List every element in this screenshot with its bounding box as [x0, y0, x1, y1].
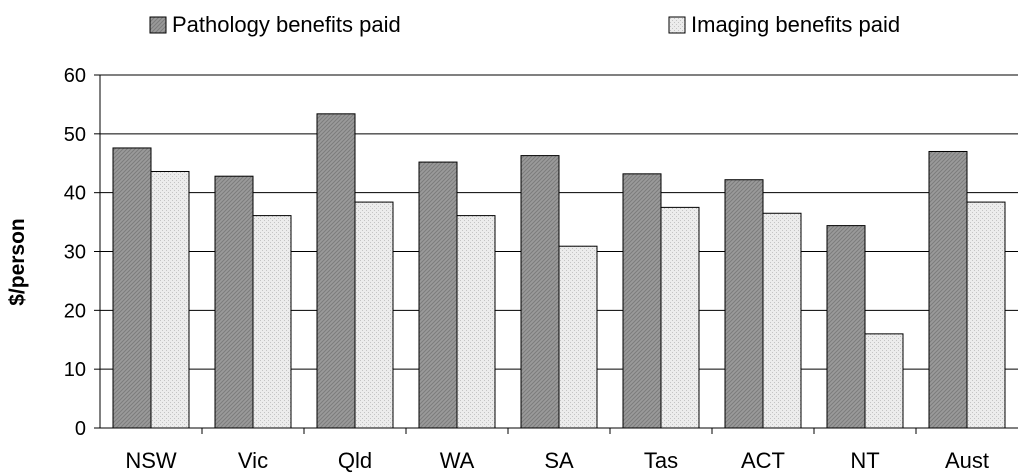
bar-imaging-sa — [558, 245, 598, 429]
y-tick-label: 0 — [75, 418, 86, 440]
y-tick-label: 30 — [64, 242, 86, 264]
bar-imaging-qld — [354, 201, 394, 429]
bar-pathology-act — [724, 179, 764, 429]
x-tick-labels: NSW Vic Qld WA SA Tas ACT NT Aust — [125, 448, 989, 473]
y-tick-label: 20 — [64, 300, 86, 322]
x-tick-label: Aust — [945, 448, 989, 473]
bar-imaging-nt — [864, 333, 904, 429]
bar-pathology-aust — [928, 150, 968, 429]
bar-pathology-tas — [622, 173, 662, 429]
y-tick-labels: 0 10 20 30 40 50 60 — [64, 65, 86, 440]
legend-swatch — [668, 16, 686, 34]
x-tick-label: Qld — [338, 448, 372, 473]
y-tick-label: 60 — [64, 65, 86, 87]
bar-pathology-vic — [214, 175, 254, 429]
legend-label: Pathology benefits paid — [172, 12, 401, 37]
x-tick-label: WA — [440, 448, 475, 473]
x-tick-label: Tas — [644, 448, 678, 473]
legend-swatch — [149, 16, 167, 34]
axes — [94, 74, 1018, 434]
bar-imaging-nsw — [150, 170, 190, 429]
x-tick-label: SA — [544, 448, 574, 473]
y-tick-label: 10 — [64, 359, 86, 381]
bar-pathology-nsw — [112, 147, 152, 429]
x-tick-label: Vic — [238, 448, 268, 473]
y-axis-label: $/person — [6, 218, 29, 306]
x-tick-label: NT — [850, 448, 879, 473]
x-tick-label: NSW — [125, 448, 177, 473]
bar-pathology-nt — [826, 225, 866, 429]
bar-pathology-wa — [418, 161, 458, 429]
legend-label: Imaging benefits paid — [691, 12, 900, 37]
legend: Pathology benefits paid Imaging benefits … — [149, 12, 900, 37]
bar-imaging-aust — [966, 201, 1006, 429]
bar-pathology-qld — [316, 113, 356, 429]
y-tick-label: 40 — [64, 183, 86, 205]
x-tick-label: ACT — [741, 448, 785, 473]
bar-imaging-act — [762, 212, 802, 429]
bar-imaging-vic — [252, 215, 292, 429]
bar-imaging-wa — [456, 215, 496, 429]
bar-imaging-tas — [660, 206, 700, 429]
bars — [112, 113, 1006, 429]
bar-pathology-sa — [520, 155, 560, 429]
y-tick-label: 50 — [64, 124, 86, 146]
